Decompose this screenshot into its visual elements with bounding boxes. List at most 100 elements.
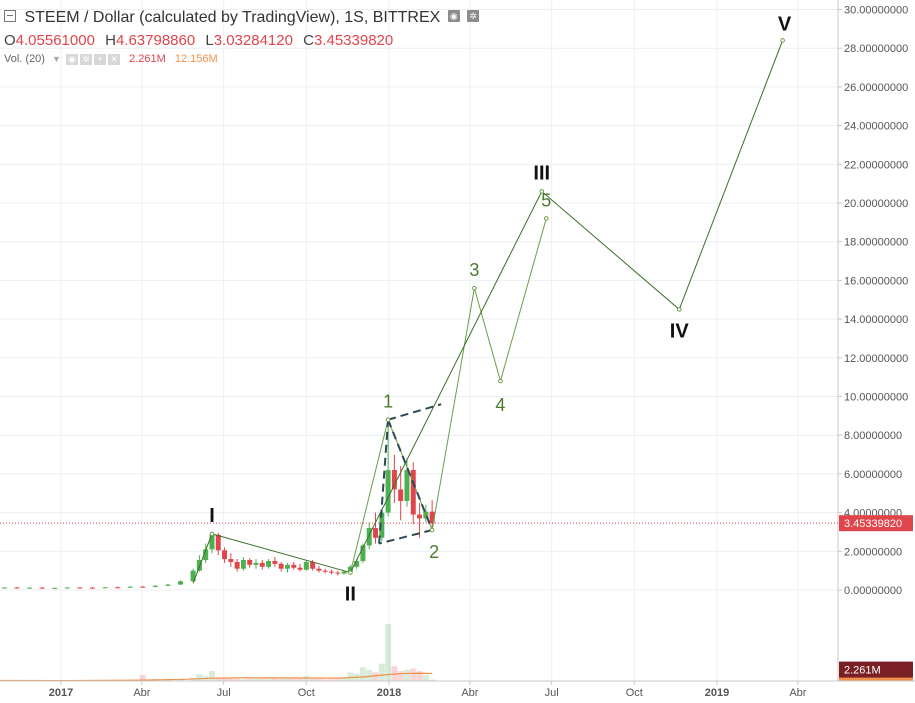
major-wave-path bbox=[192, 40, 784, 584]
candle-body bbox=[215, 534, 221, 551]
time-tick-label: 2018 bbox=[377, 687, 401, 699]
eye-icon[interactable]: ◉ bbox=[447, 9, 460, 22]
wave-point-marker bbox=[472, 285, 477, 291]
price-tick-label: 2.00000000 bbox=[844, 546, 902, 558]
volume-ma-line bbox=[0, 672, 433, 682]
collapse-icon[interactable] bbox=[4, 9, 16, 22]
minor-wave-path bbox=[349, 218, 547, 573]
candle-body bbox=[115, 587, 121, 589]
candle-body bbox=[310, 561, 316, 569]
volume-bar bbox=[139, 675, 146, 681]
candle-body bbox=[404, 470, 410, 501]
plus-icon[interactable]: + bbox=[94, 53, 107, 65]
volume-bar bbox=[328, 679, 335, 681]
candle-body bbox=[398, 489, 404, 501]
candle-body bbox=[379, 512, 385, 538]
candle-body bbox=[234, 561, 240, 569]
volume-bar bbox=[347, 672, 354, 681]
candle-body bbox=[140, 586, 146, 588]
volume-bar bbox=[253, 677, 260, 681]
price-tick-label: 16.00000000 bbox=[844, 275, 908, 287]
chevron-down-icon[interactable]: ▼ bbox=[52, 54, 61, 64]
wave-point-marker bbox=[676, 307, 682, 312]
candle-body bbox=[417, 514, 423, 519]
candle-body bbox=[247, 560, 253, 565]
channel-dashed-line bbox=[378, 419, 390, 544]
candle-body bbox=[266, 560, 272, 567]
volume-bar bbox=[372, 672, 379, 681]
time-tick-label: Oct bbox=[298, 687, 315, 699]
price-axis: 0.000000002.000000004.000000006.00000000… bbox=[838, 5, 908, 597]
close-icon[interactable]: ✕ bbox=[108, 53, 121, 65]
price-tick-label: 26.00000000 bbox=[844, 82, 908, 94]
symbol-title: STEEM / Dollar (calculated by TradingVie… bbox=[24, 9, 441, 26]
candles bbox=[1, 417, 435, 589]
eye-icon[interactable]: ◉ bbox=[66, 53, 79, 65]
candle-body bbox=[39, 587, 45, 589]
volume-bar bbox=[290, 678, 297, 681]
candle-body bbox=[322, 570, 328, 572]
wave-point-marker bbox=[429, 527, 435, 533]
wave-label-major: I bbox=[209, 505, 215, 527]
price-tick-label: 20.00000000 bbox=[844, 198, 908, 210]
time-tick-label: 2019 bbox=[705, 687, 729, 699]
volume-bar bbox=[246, 678, 253, 681]
price-tick-label: 22.00000000 bbox=[844, 159, 908, 171]
price-tick-label: 6.00000000 bbox=[844, 469, 902, 481]
volume-bar bbox=[297, 677, 304, 681]
time-tick-label: Jul bbox=[217, 687, 231, 699]
wave-label-major: III bbox=[533, 162, 550, 184]
wave-label-major: V bbox=[778, 13, 792, 35]
candle-body bbox=[27, 587, 33, 589]
volume-bar bbox=[309, 678, 316, 681]
volume-bar bbox=[422, 674, 429, 681]
volume-bar bbox=[196, 674, 203, 681]
channel-dashed-line bbox=[387, 403, 442, 421]
wave-label-minor: 3 bbox=[469, 260, 479, 280]
channel-dashed-line bbox=[387, 419, 434, 531]
gear-icon[interactable]: ✲ bbox=[80, 53, 93, 65]
volume-label: Vol. (20) bbox=[4, 53, 45, 65]
wave-point-marker bbox=[348, 570, 353, 575]
wave-label-minor: 5 bbox=[541, 190, 551, 210]
volume-bar bbox=[322, 679, 329, 681]
volume-bar bbox=[385, 623, 392, 681]
candle-body bbox=[328, 571, 334, 573]
volume-last-badge bbox=[839, 661, 913, 678]
time-tick-label: Abr bbox=[461, 687, 478, 699]
candle-body bbox=[77, 587, 83, 589]
candle-body bbox=[152, 585, 158, 587]
wave-label-minor: 2 bbox=[429, 542, 439, 562]
time-tick-label: Oct bbox=[626, 687, 643, 699]
wave-point-marker bbox=[543, 216, 549, 221]
candle-body bbox=[410, 470, 416, 515]
volume-value: 2.261M bbox=[129, 53, 166, 65]
channel-dashed-line bbox=[378, 529, 433, 545]
volume-bar bbox=[366, 669, 373, 681]
candle-body bbox=[89, 587, 95, 589]
candle-body bbox=[335, 572, 341, 574]
candle-body bbox=[297, 567, 303, 570]
gear-icon[interactable]: ✲ bbox=[467, 9, 480, 22]
open-value: 4.05561000 bbox=[15, 32, 95, 49]
candle-body bbox=[303, 561, 309, 570]
price-tick-label: 14.00000000 bbox=[844, 314, 908, 326]
candle-body bbox=[347, 566, 353, 572]
last-price-badge-label: 3.45339820 bbox=[844, 518, 902, 530]
candle-body bbox=[284, 564, 290, 569]
ohlc-readout: O4.05561000 H4.63798860 L3.03284120 C3.4… bbox=[4, 32, 399, 49]
grid bbox=[0, 0, 838, 681]
volume-bar bbox=[397, 671, 404, 681]
wave-point-marker bbox=[539, 189, 545, 194]
candle-body bbox=[253, 562, 259, 565]
wave-label-major: II bbox=[345, 584, 356, 606]
volume-bar bbox=[265, 677, 272, 681]
candle-body bbox=[354, 560, 360, 567]
wave-label-minor: 4 bbox=[495, 395, 505, 415]
wave-point-marker bbox=[385, 417, 391, 423]
wave-label-major: IV bbox=[670, 320, 690, 342]
volume-bar bbox=[278, 678, 285, 681]
candle-body bbox=[127, 586, 133, 588]
